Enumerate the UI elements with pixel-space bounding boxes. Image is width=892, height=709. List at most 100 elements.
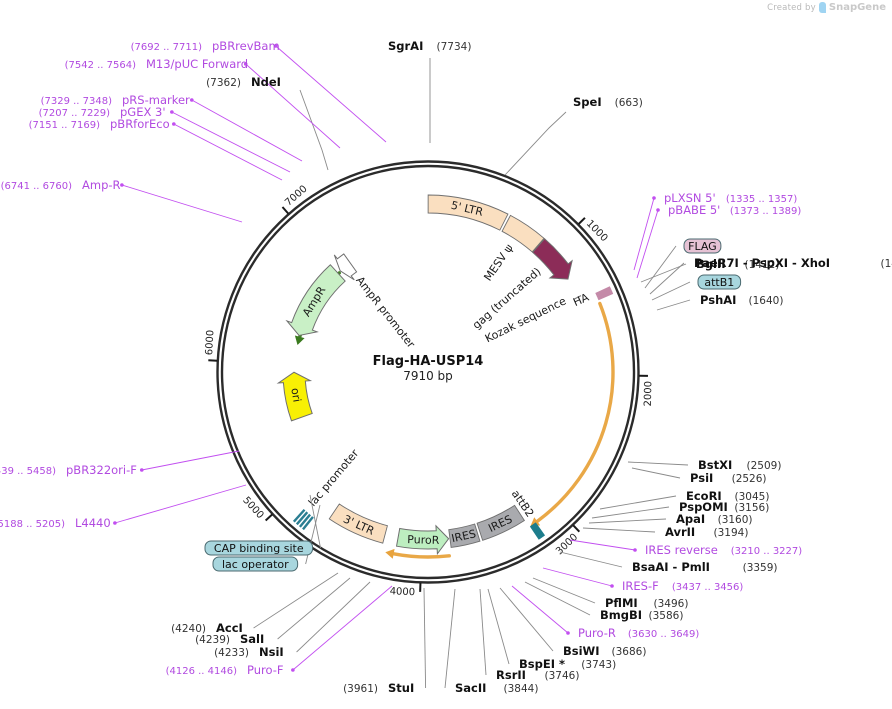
primer-name: pBRforEco xyxy=(110,117,170,131)
enzyme-position: (663) xyxy=(615,97,643,109)
annotation-l4440[interactable]: L4440 (5188 .. 5205) xyxy=(0,516,111,530)
annotation-pbrforeco[interactable]: pBRforEco (7151 .. 7169) xyxy=(29,117,170,131)
primer-range: (7692 .. 7711) xyxy=(131,42,203,53)
annotation-puro-r[interactable]: Puro-R (3630 .. 3649) xyxy=(578,626,699,640)
feature-label: ori xyxy=(288,387,303,403)
primer-range: (7542 .. 7564) xyxy=(65,60,137,71)
annotation-pbr322ori-f[interactable]: pBR322ori-F (5439 .. 5458) xyxy=(0,463,137,477)
enzyme-name: RsrII xyxy=(496,668,526,682)
feature-ampr-promoter[interactable]: AmpR promoter xyxy=(333,253,418,351)
primer-range: (7329 .. 7348) xyxy=(41,96,113,107)
annotation-pspomi[interactable]: PspOMI (3156) xyxy=(679,500,769,514)
leader-line xyxy=(504,111,567,176)
enzyme-name: AvrII xyxy=(665,525,695,539)
leader-line xyxy=(292,585,393,671)
feature-5-ltr[interactable]: 5' LTR xyxy=(427,194,509,231)
leader-line xyxy=(633,197,655,271)
enzyme-position: (3961) xyxy=(343,683,378,695)
annotation-cap-binding-site[interactable]: CAP binding site xyxy=(204,540,314,556)
annotation-labels[interactable]: SgrAI (7734) SpeI (663) NdeI (7362) pLXSN 5' (1… xyxy=(0,39,892,695)
leader-line xyxy=(599,495,677,510)
annotation-bspei-[interactable]: BspEI * (3743) xyxy=(519,657,616,671)
enzyme-position: (3844) xyxy=(504,683,539,695)
feature-ires[interactable]: IRES xyxy=(476,504,526,541)
annotation-sali[interactable]: SalI (4239) xyxy=(195,632,264,646)
annotation-nsii[interactable]: NsiI (4233) xyxy=(214,645,284,659)
leader-line xyxy=(524,581,591,616)
enzyme-position: (3743) xyxy=(581,659,616,671)
leader-line xyxy=(649,262,685,295)
enzyme-name: PshAI xyxy=(700,293,736,307)
annotation-pbrrevbam[interactable]: pBRrevBam (7692 .. 7711) xyxy=(131,39,280,53)
feature-3-ltr[interactable]: 3' LTR xyxy=(328,503,388,544)
primer-range: (5188 .. 5205) xyxy=(0,519,65,530)
annotation-bmgbi[interactable]: BmgBI (3586) xyxy=(600,608,683,622)
annotation-pflmi[interactable]: PflMI (3496) xyxy=(605,596,688,610)
feature-puror[interactable]: PuroR xyxy=(395,524,450,556)
annotation-spei[interactable]: SpeI (663) xyxy=(573,95,643,109)
leader-line xyxy=(309,494,321,549)
annotation-pbabe-5-[interactable]: pBABE 5' (1373 .. 1389) xyxy=(668,203,801,217)
leader-line xyxy=(640,263,687,283)
feature-box-label: attB1 xyxy=(704,276,734,289)
leader-line xyxy=(542,567,613,587)
enzyme-position: (4233) xyxy=(214,647,249,659)
leader-line xyxy=(191,99,303,162)
feature-box-label: lac operator xyxy=(222,558,289,571)
annotation-ecori[interactable]: EcoRI (3045) xyxy=(686,489,769,503)
annotation-bglii[interactable]: BglII (1412) xyxy=(696,257,779,271)
annotation-psii[interactable]: PsiI (2526) xyxy=(690,471,767,485)
annotation-flag[interactable]: FLAG xyxy=(683,238,722,254)
annotation-pgex-3-[interactable]: pGEX 3' (7207 .. 7229) xyxy=(39,105,166,119)
feature-ampr[interactable]: AmpR xyxy=(285,264,346,337)
annotation-lac-operator[interactable]: lac operator xyxy=(212,556,299,572)
annotation-attb1[interactable]: attB1 xyxy=(697,274,742,290)
leader-line xyxy=(296,581,371,653)
primer-range: (3210 .. 3227) xyxy=(731,546,803,557)
annotation-plxsn-5-[interactable]: pLXSN 5' (1335 .. 1357) xyxy=(664,191,797,205)
annotation-stui[interactable]: StuI (3961) xyxy=(343,681,414,695)
annotation-ires-f[interactable]: IRES-F (3437 .. 3456) xyxy=(622,579,743,593)
enzyme-name: PsiI xyxy=(690,471,713,485)
leader-line xyxy=(114,484,247,524)
enzyme-name: AccI xyxy=(216,621,243,635)
primer-range: (1373 .. 1389) xyxy=(730,206,802,217)
watermark-prefix: Created by xyxy=(767,2,816,13)
enzyme-position: (3156) xyxy=(734,502,769,514)
primer-name: M13/pUC Forward xyxy=(146,57,248,71)
annotation-sacii[interactable]: SacII (3844) xyxy=(455,681,538,695)
annotation-ires-reverse[interactable]: IRES reverse (3210 .. 3227) xyxy=(645,543,802,557)
annotation-ndei[interactable]: NdeI (7362) xyxy=(206,75,281,89)
annotation-rsrii[interactable]: RsrII (3746) xyxy=(496,668,579,682)
leader-line xyxy=(511,585,569,634)
leader-line xyxy=(479,588,487,676)
annotation-avrii[interactable]: AvrII (3194) xyxy=(665,525,748,539)
enzyme-position: (2526) xyxy=(732,473,767,485)
feature-ires[interactable]: IRES xyxy=(448,523,481,548)
leader-line xyxy=(499,587,554,652)
annotation-prs-marker[interactable]: pRS-marker (7329 .. 7348) xyxy=(41,93,190,107)
annotation-puro-f[interactable]: Puro-F (4126 .. 4146) xyxy=(166,663,284,677)
watermark-brand: SnapGene xyxy=(828,2,886,13)
feature-ha[interactable]: HA xyxy=(571,286,614,309)
annotation-bsaai-pmli[interactable]: BsaAI - PmlI (3359) xyxy=(632,560,778,574)
annotation-amp-r[interactable]: Amp-R (6741 .. 6760) xyxy=(1,178,121,192)
annotation-apai[interactable]: ApaI (3160) xyxy=(676,512,753,526)
feature-ori[interactable]: ori xyxy=(276,371,313,422)
annotation-pshai[interactable]: PshAI (1640) xyxy=(700,293,783,307)
enzyme-position: (3045) xyxy=(735,491,770,503)
annotation-acci[interactable]: AccI (4240) xyxy=(171,621,243,635)
annotation-sgrai[interactable]: SgrAI (7734) xyxy=(388,39,471,53)
primer-name: Amp-R xyxy=(82,178,121,192)
annotation-m13-puc-forward[interactable]: M13/pUC Forward (7542 .. 7564) xyxy=(65,57,249,71)
enzyme-position: (3194) xyxy=(714,527,749,539)
primer-name: IRES reverse xyxy=(645,543,718,557)
enzyme-name: BsiWI xyxy=(563,644,600,658)
annotation-paer7i-pspxi-xhoi[interactable]: PaeR7I - PspXI - XhoI (1491) xyxy=(694,256,892,270)
ruler-tick-label: 6000 xyxy=(204,330,216,356)
primer-name: pBRrevBam xyxy=(212,39,280,53)
annotation-bsiwi[interactable]: BsiWI (3686) xyxy=(563,644,646,658)
leader-line xyxy=(444,588,456,689)
annotation-bstxi[interactable]: BstXI (2509) xyxy=(698,458,781,472)
